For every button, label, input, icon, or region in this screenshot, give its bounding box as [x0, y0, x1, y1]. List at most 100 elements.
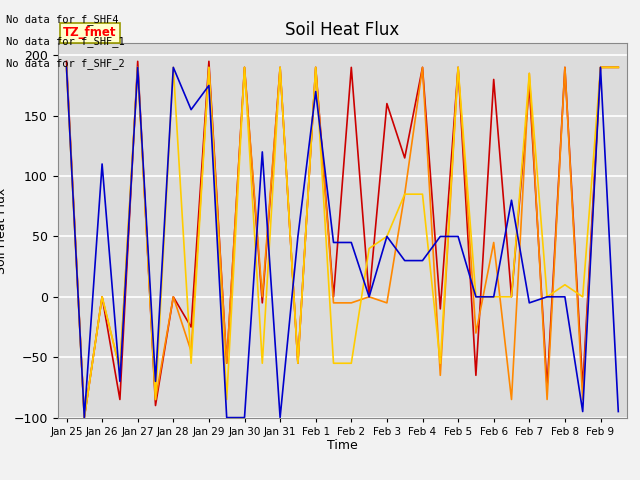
SHF3 [312, 64, 319, 70]
SHF1 [294, 360, 301, 366]
SHF2 [454, 64, 462, 70]
SHF3 [99, 294, 106, 300]
SHF1 [348, 64, 355, 70]
SHF3 [365, 246, 373, 252]
SHF3 [152, 396, 159, 402]
SHF3 [348, 360, 355, 366]
SHF2 [561, 64, 569, 70]
SHF5 [152, 379, 159, 384]
SHF1 [312, 64, 319, 70]
SHF5 [294, 234, 301, 240]
SHF5 [365, 294, 373, 300]
SHF3 [116, 366, 124, 372]
SHF1 [241, 64, 248, 70]
SHF5 [436, 234, 444, 240]
SHF2 [490, 240, 497, 245]
SHF3 [134, 64, 141, 70]
SHF3 [579, 294, 586, 300]
SHF5 [472, 294, 480, 300]
SHF1 [579, 384, 586, 390]
Text: TZ_fmet: TZ_fmet [63, 26, 116, 39]
SHF1 [152, 403, 159, 408]
SHF2 [223, 360, 230, 366]
SHF5 [525, 300, 533, 306]
SHF2 [596, 64, 604, 70]
SHF1 [561, 64, 569, 70]
SHF2 [99, 294, 106, 300]
SHF1 [472, 372, 480, 378]
SHF5 [543, 294, 551, 300]
SHF2 [579, 396, 586, 402]
SHF5 [596, 64, 604, 70]
SHF1 [401, 155, 408, 161]
SHF3 [205, 64, 212, 70]
SHF3 [170, 64, 177, 70]
SHF5 [348, 240, 355, 245]
Line: SHF5: SHF5 [67, 67, 618, 418]
SHF2 [294, 360, 301, 366]
SHF5 [188, 107, 195, 112]
SHF3 [454, 64, 462, 70]
SHF1 [259, 300, 266, 306]
SHF3 [419, 192, 426, 197]
SHF2 [81, 415, 88, 420]
SHF2 [259, 294, 266, 300]
SHF5 [579, 408, 586, 414]
SHF5 [99, 161, 106, 167]
SHF1 [383, 101, 391, 107]
SHF1 [205, 59, 212, 64]
Text: No data for f_SHF_2: No data for f_SHF_2 [6, 58, 125, 69]
SHF2 [170, 294, 177, 300]
SHF2 [205, 64, 212, 70]
SHF2 [188, 348, 195, 354]
Text: No data for f_SHF_1: No data for f_SHF_1 [6, 36, 125, 47]
Line: SHF3: SHF3 [67, 67, 618, 418]
SHF3 [81, 415, 88, 420]
SHF5 [330, 240, 337, 245]
Line: SHF2: SHF2 [67, 67, 618, 418]
SHF3 [561, 282, 569, 288]
SHF3 [383, 234, 391, 240]
SHF1 [116, 396, 124, 402]
SHF1 [63, 59, 70, 64]
SHF3 [525, 71, 533, 76]
SHF3 [223, 396, 230, 402]
SHF1 [436, 306, 444, 312]
SHF3 [259, 360, 266, 366]
X-axis label: Time: Time [327, 439, 358, 453]
SHF1 [508, 294, 515, 300]
SHF5 [614, 408, 622, 414]
SHF2 [401, 192, 408, 197]
SHF2 [525, 71, 533, 76]
SHF2 [134, 64, 141, 70]
SHF2 [116, 366, 124, 372]
SHF1 [490, 76, 497, 82]
SHF5 [170, 64, 177, 70]
SHF5 [401, 258, 408, 264]
SHF3 [276, 64, 284, 70]
SHF3 [596, 64, 604, 70]
SHF2 [241, 64, 248, 70]
SHF2 [436, 372, 444, 378]
SHF3 [472, 294, 480, 300]
SHF1 [330, 294, 337, 300]
SHF2 [276, 64, 284, 70]
SHF3 [614, 64, 622, 70]
SHF2 [63, 64, 70, 70]
SHF2 [348, 300, 355, 306]
SHF1 [596, 64, 604, 70]
SHF5 [276, 415, 284, 420]
SHF1 [99, 294, 106, 300]
SHF3 [241, 64, 248, 70]
Text: No data for f_SHF4: No data for f_SHF4 [6, 14, 119, 25]
SHF2 [152, 396, 159, 402]
SHF1 [365, 294, 373, 300]
SHF1 [188, 324, 195, 330]
SHF1 [454, 64, 462, 70]
SHF1 [81, 415, 88, 420]
SHF2 [472, 330, 480, 336]
SHF1 [419, 64, 426, 70]
SHF2 [312, 64, 319, 70]
SHF3 [508, 294, 515, 300]
SHF2 [508, 396, 515, 402]
